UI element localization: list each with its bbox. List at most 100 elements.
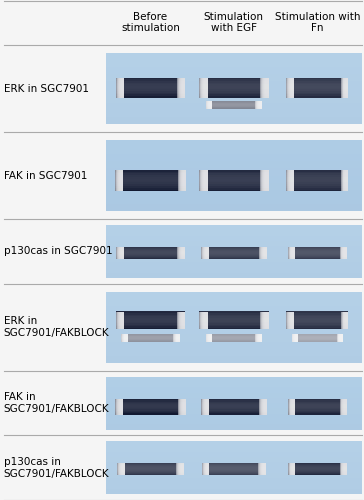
Bar (181, 312, 185, 330)
Bar (106, 390, 362, 392)
Bar (106, 182, 362, 186)
Bar (201, 400, 267, 402)
Bar (256, 102, 262, 108)
Bar (201, 412, 267, 414)
Bar (123, 247, 124, 259)
Bar (206, 247, 209, 259)
Bar (106, 53, 362, 56)
Bar (288, 253, 347, 254)
Bar (288, 406, 347, 408)
Bar (288, 312, 294, 330)
Bar (106, 241, 362, 244)
Bar (286, 82, 348, 84)
Bar (106, 200, 362, 204)
Bar (117, 470, 184, 471)
Bar (106, 158, 362, 162)
Bar (206, 247, 209, 259)
Bar (106, 236, 362, 238)
Bar (180, 312, 185, 330)
Bar (345, 312, 348, 330)
Bar (199, 314, 269, 316)
Bar (106, 452, 362, 454)
Bar (201, 258, 267, 259)
Bar (121, 336, 180, 337)
Bar (121, 341, 180, 342)
Bar (211, 334, 213, 342)
Bar (296, 334, 298, 342)
Bar (286, 88, 348, 90)
Bar (174, 334, 180, 342)
Bar (179, 334, 180, 342)
Bar (119, 312, 124, 330)
Bar (201, 408, 267, 410)
Bar (265, 170, 269, 192)
Bar (289, 247, 295, 259)
Bar (286, 313, 348, 314)
Bar (106, 306, 362, 310)
Bar (199, 326, 269, 328)
Bar (261, 399, 267, 415)
Bar (206, 334, 213, 342)
Bar (106, 380, 362, 382)
Bar (199, 81, 269, 83)
Bar (106, 260, 362, 262)
Bar (203, 312, 207, 330)
Bar (286, 78, 348, 80)
Bar (183, 247, 185, 259)
Bar (106, 64, 362, 67)
Bar (199, 318, 269, 319)
Bar (106, 186, 362, 190)
Bar (265, 247, 267, 259)
Bar (120, 399, 123, 415)
Bar (106, 424, 362, 427)
Bar (259, 399, 267, 415)
Bar (268, 78, 269, 98)
Bar (116, 312, 185, 313)
Bar (346, 170, 348, 192)
Bar (116, 313, 185, 314)
Bar (182, 247, 185, 259)
Bar (118, 312, 124, 330)
Bar (121, 399, 123, 415)
Bar (291, 247, 295, 259)
Bar (293, 464, 295, 475)
Bar (286, 320, 348, 322)
Bar (106, 462, 362, 465)
Bar (117, 312, 124, 330)
Bar (116, 96, 185, 98)
Bar (288, 402, 347, 403)
Bar (116, 80, 185, 81)
Bar (120, 464, 125, 475)
Bar (286, 188, 348, 190)
Bar (106, 204, 362, 208)
Bar (184, 399, 186, 415)
Text: p130cas in
SGC7901/FAKBLOCK: p130cas in SGC7901/FAKBLOCK (4, 457, 109, 478)
Bar (262, 399, 267, 415)
Bar (106, 427, 362, 430)
Bar (202, 247, 209, 259)
Bar (259, 102, 262, 108)
Bar (106, 92, 362, 96)
Bar (258, 464, 266, 475)
Bar (345, 78, 348, 98)
Bar (286, 96, 348, 98)
Bar (202, 468, 266, 469)
Bar (118, 247, 124, 259)
Bar (344, 78, 348, 98)
Bar (180, 247, 185, 259)
Bar (201, 402, 267, 403)
Bar (344, 170, 348, 192)
Bar (261, 312, 269, 330)
Bar (106, 320, 362, 324)
Bar (202, 464, 266, 466)
Bar (340, 334, 343, 342)
Bar (340, 399, 347, 415)
Text: FAK in
SGC7901/FAKBLOCK: FAK in SGC7901/FAKBLOCK (4, 392, 109, 414)
Bar (106, 228, 362, 230)
Bar (255, 102, 262, 108)
Bar (106, 489, 362, 492)
Bar (292, 399, 295, 415)
Bar (297, 334, 298, 342)
Bar (265, 399, 267, 415)
Bar (199, 88, 269, 90)
